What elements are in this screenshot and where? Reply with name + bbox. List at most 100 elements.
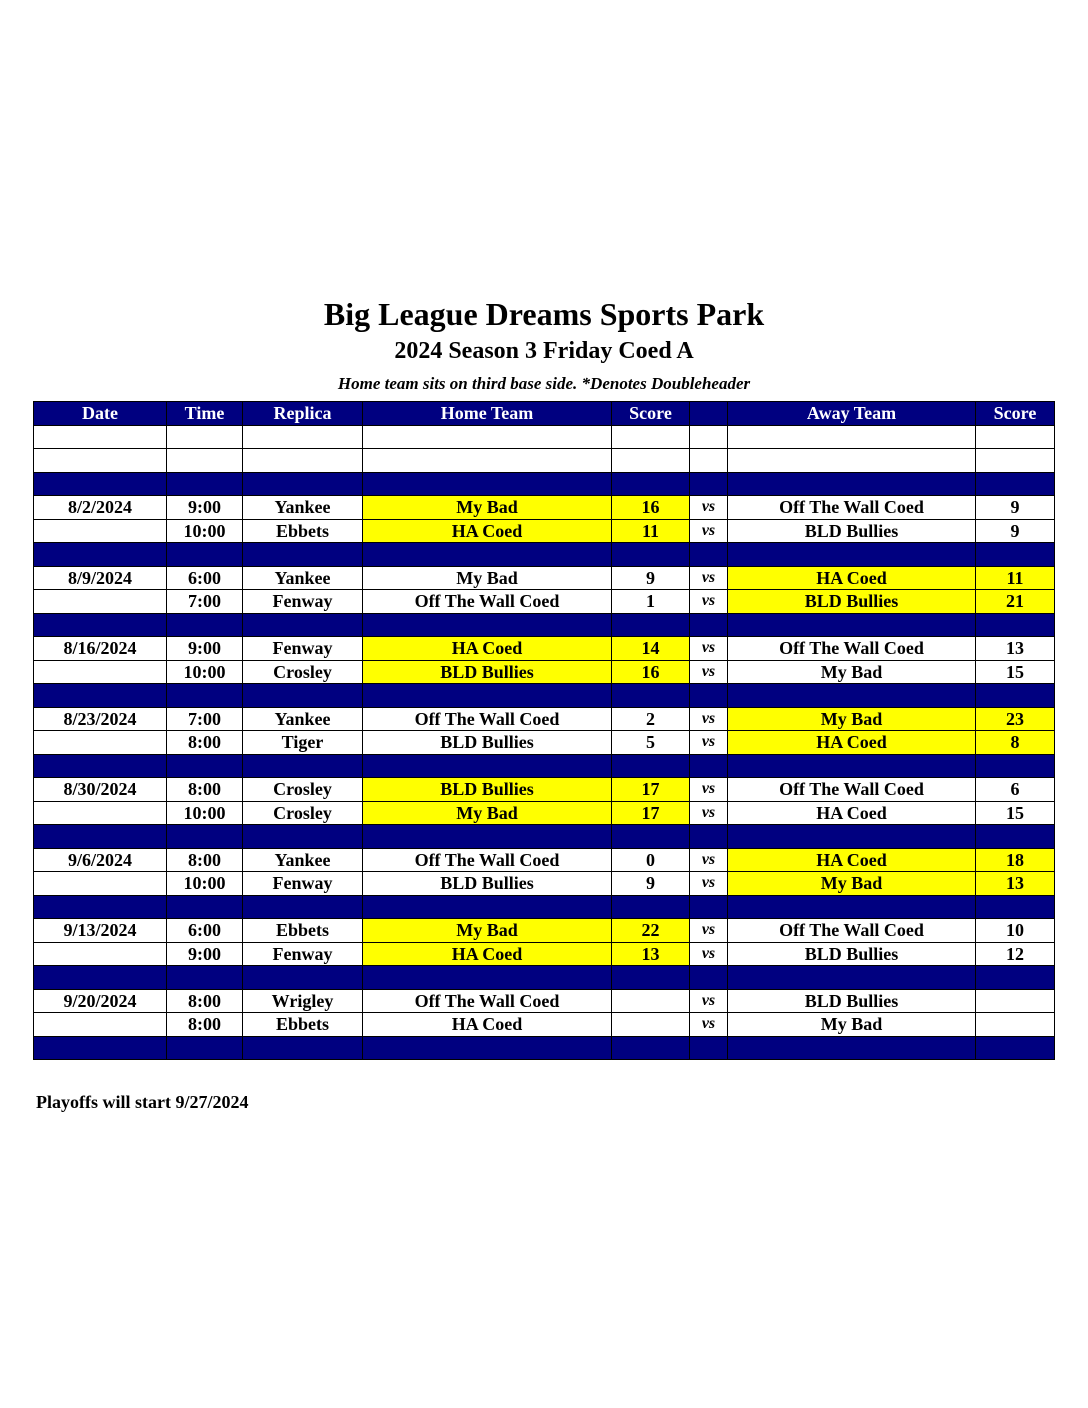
empty-cell (727, 471, 976, 496)
separator-row (33, 1035, 1055, 1060)
home-team-cell: Off The Wall Coed (362, 847, 612, 872)
time-cell: 8:00 (166, 1012, 243, 1037)
replica-field-cell: Crosley (242, 800, 363, 825)
empty-cell (166, 683, 243, 708)
vs-cell: vs (689, 918, 728, 943)
header-home-score: Score (611, 401, 690, 426)
home-team-cell: Off The Wall Coed (362, 706, 612, 731)
vs-cell: vs (689, 871, 728, 896)
empty-cell (611, 965, 690, 990)
empty-cell (727, 683, 976, 708)
date-cell (33, 800, 167, 825)
empty-cell (611, 824, 690, 849)
vs-cell: vs (689, 495, 728, 520)
page-subtitle: 2024 Season 3 Friday Coed A (394, 338, 694, 364)
empty-cell (242, 1035, 363, 1060)
schedule-table: Date Time Replica Home Team Score Away Team Sc… (33, 401, 1055, 1060)
game-row: 9/13/2024 6:00 Ebbets My Bad 22 vs Off The Wal… (33, 918, 1055, 943)
header-date: Date (33, 401, 167, 426)
replica-field-cell: Ebbets (242, 918, 363, 943)
game-row: 9/6/2024 8:00 Yankee Off The Wall Coed 0 vs HA… (33, 847, 1055, 872)
away-team-cell: My Bad (727, 871, 976, 896)
away-team-cell: HA Coed (727, 800, 976, 825)
empty-cell (166, 612, 243, 637)
empty-cell (242, 965, 363, 990)
empty-cell (975, 894, 1055, 919)
game-row: 7:00 Fenway Off The Wall Coed 1 vs BLD Bullie… (33, 589, 1055, 614)
vs-cell: vs (689, 589, 728, 614)
empty-cell (689, 424, 728, 449)
home-score-cell: 0 (611, 847, 690, 872)
empty-cell (362, 424, 612, 449)
replica-field-cell: Tiger (242, 730, 363, 755)
schedule-note: Home team sits on third base side. *Deno… (337, 374, 751, 393)
empty-cell (727, 824, 976, 849)
separator-row (33, 894, 1055, 919)
home-score-cell: 14 (611, 636, 690, 661)
away-team-cell: BLD Bullies (727, 941, 976, 966)
home-team-cell: My Bad (362, 800, 612, 825)
game-row: 8:00 Tiger BLD Bullies 5 vs HA Coed 8 (33, 730, 1055, 755)
separator-row (33, 824, 1055, 849)
header-away-team: Away Team (727, 401, 976, 426)
vs-cell: vs (689, 730, 728, 755)
empty-cell (689, 612, 728, 637)
date-cell: 8/30/2024 (33, 777, 167, 802)
vs-cell: vs (689, 847, 728, 872)
empty-cell (33, 965, 167, 990)
page-title: Big League Dreams Sports Park (323, 296, 765, 332)
empty-cell (689, 753, 728, 778)
empty-cell (975, 424, 1055, 449)
home-team-cell: HA Coed (362, 518, 612, 543)
date-cell (33, 941, 167, 966)
empty-cell (166, 894, 243, 919)
empty-cell (33, 471, 167, 496)
away-score-cell: 9 (975, 518, 1055, 543)
away-team-cell: BLD Bullies (727, 988, 976, 1013)
away-team-cell: Off The Wall Coed (727, 636, 976, 661)
replica-field-cell: Yankee (242, 706, 363, 731)
date-cell: 9/6/2024 (33, 847, 167, 872)
replica-field-cell: Crosley (242, 777, 363, 802)
away-score-cell: 18 (975, 847, 1055, 872)
away-score-cell: 10 (975, 918, 1055, 943)
empty-cell (33, 683, 167, 708)
empty-cell (727, 894, 976, 919)
header-away-score: Score (975, 401, 1055, 426)
separator-row (33, 471, 1055, 496)
replica-field-cell: Ebbets (242, 518, 363, 543)
empty-cell (242, 448, 363, 473)
away-score-cell: 8 (975, 730, 1055, 755)
home-score-cell: 1 (611, 589, 690, 614)
time-cell: 8:00 (166, 988, 243, 1013)
replica-field-cell: Fenway (242, 589, 363, 614)
home-team-cell: Off The Wall Coed (362, 589, 612, 614)
empty-cell (975, 448, 1055, 473)
game-row: 10:00 Crosley BLD Bullies 16 vs My Bad 15 (33, 659, 1055, 684)
away-team-cell: HA Coed (727, 847, 976, 872)
empty-cell (975, 965, 1055, 990)
empty-cell (611, 542, 690, 567)
empty-cell (727, 448, 976, 473)
game-row: 9/20/2024 8:00 Wrigley Off The Wall Coed vs B… (33, 988, 1055, 1013)
empty-cell (166, 424, 243, 449)
vs-cell: vs (689, 777, 728, 802)
empty-cell (611, 683, 690, 708)
empty-cell (975, 542, 1055, 567)
replica-field-cell: Crosley (242, 659, 363, 684)
home-team-cell: BLD Bullies (362, 730, 612, 755)
empty-cell (975, 471, 1055, 496)
game-row: 10:00 Ebbets HA Coed 11 vs BLD Bullies 9 (33, 518, 1055, 543)
vs-cell: vs (689, 518, 728, 543)
empty-cell (33, 542, 167, 567)
date-cell (33, 730, 167, 755)
empty-cell (166, 448, 243, 473)
empty-cell (33, 424, 167, 449)
empty-cell (727, 753, 976, 778)
time-cell: 10:00 (166, 518, 243, 543)
empty-cell (33, 1035, 167, 1060)
time-cell: 8:00 (166, 730, 243, 755)
game-row: 8:00 Ebbets HA Coed vs My Bad (33, 1012, 1055, 1037)
home-team-cell: HA Coed (362, 941, 612, 966)
time-cell: 7:00 (166, 706, 243, 731)
